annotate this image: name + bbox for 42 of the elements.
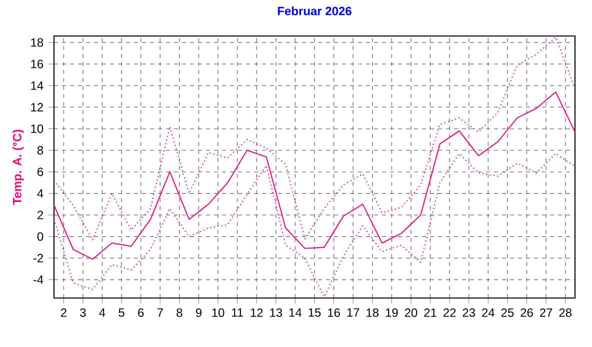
x-tick-label: 7 [157, 308, 163, 317]
x-tick-label: 11 [232, 308, 243, 317]
x-tick-label: 20 [404, 308, 418, 317]
y-tick-label: 14 [31, 81, 44, 90]
y-tick-label: 0 [37, 232, 44, 241]
x-tick-label: 18 [366, 308, 379, 317]
y-tick-label: -4 [33, 276, 44, 284]
x-tick-label: 25 [501, 308, 514, 317]
x-tick-label: 2 [60, 308, 66, 317]
y-tick-label: 4 [37, 189, 44, 198]
x-tick-label: 6 [138, 308, 144, 317]
x-tick-label: 17 [347, 308, 360, 317]
y-axis-title: Temp. A. (°C) [12, 130, 24, 205]
x-tick-label: 4 [99, 308, 106, 317]
y-tick-label: 8 [37, 146, 44, 155]
line-series [54, 36, 576, 240]
y-tick-label: 2 [38, 210, 43, 220]
x-tick-label: 9 [196, 308, 202, 317]
y-tick-label: 6 [38, 168, 44, 176]
chart-title: Februar 2026 [278, 6, 352, 16]
x-tick-label: 26 [520, 308, 533, 317]
x-tick-label: 16 [328, 308, 340, 317]
x-tick-label: 12 [250, 308, 263, 317]
y-tick-label: -2 [33, 254, 43, 262]
x-tick-label: 3 [80, 308, 86, 317]
y-tick-label: 16 [31, 60, 44, 68]
y-tick-label: 12 [31, 102, 43, 112]
x-tick-label: 10 [212, 308, 224, 317]
x-tick-label: 8 [176, 308, 182, 317]
x-tick-label: 28 [559, 308, 572, 317]
x-tick-label: 15 [308, 308, 321, 317]
x-tick-label: 27 [540, 308, 552, 317]
y-tick-label: 10 [31, 124, 44, 133]
x-tick-label: 14 [289, 308, 302, 317]
x-tick-label: 19 [386, 308, 398, 317]
x-tick-label: 24 [482, 308, 494, 317]
x-tick-label: 13 [270, 308, 282, 317]
y-tick-label: 18 [31, 38, 44, 47]
x-tick-label: 23 [462, 308, 476, 317]
x-tick-label: 22 [444, 308, 456, 317]
x-tick-label: 5 [118, 308, 124, 317]
x-tick-label: 21 [424, 308, 436, 317]
